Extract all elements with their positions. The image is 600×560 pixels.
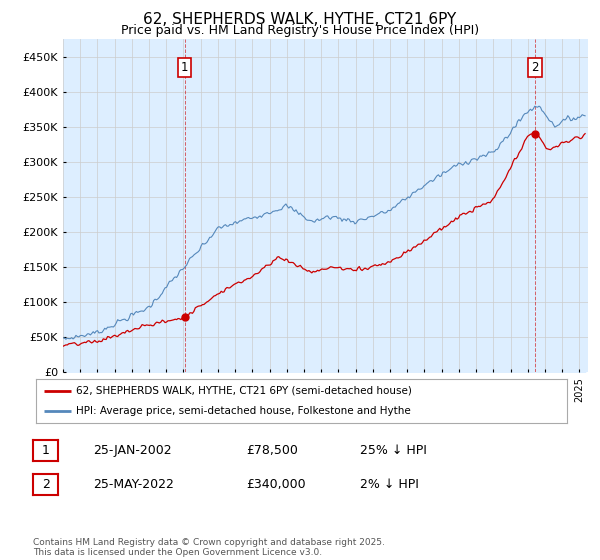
Text: 62, SHEPHERDS WALK, HYTHE, CT21 6PY (semi-detached house): 62, SHEPHERDS WALK, HYTHE, CT21 6PY (sem… [76, 386, 412, 396]
Text: Price paid vs. HM Land Registry's House Price Index (HPI): Price paid vs. HM Land Registry's House … [121, 24, 479, 37]
Text: £340,000: £340,000 [246, 478, 305, 491]
Text: 62, SHEPHERDS WALK, HYTHE, CT21 6PY: 62, SHEPHERDS WALK, HYTHE, CT21 6PY [143, 12, 457, 27]
Text: 1: 1 [181, 61, 188, 74]
Text: 2: 2 [531, 61, 539, 74]
Text: 2% ↓ HPI: 2% ↓ HPI [360, 478, 419, 491]
Text: £78,500: £78,500 [246, 444, 298, 458]
Text: 25-MAY-2022: 25-MAY-2022 [93, 478, 174, 491]
Text: 25-JAN-2002: 25-JAN-2002 [93, 444, 172, 458]
Text: HPI: Average price, semi-detached house, Folkestone and Hythe: HPI: Average price, semi-detached house,… [76, 406, 410, 416]
Text: 2: 2 [41, 478, 50, 491]
Text: 1: 1 [41, 444, 50, 458]
Text: 25% ↓ HPI: 25% ↓ HPI [360, 444, 427, 458]
Text: Contains HM Land Registry data © Crown copyright and database right 2025.
This d: Contains HM Land Registry data © Crown c… [33, 538, 385, 557]
